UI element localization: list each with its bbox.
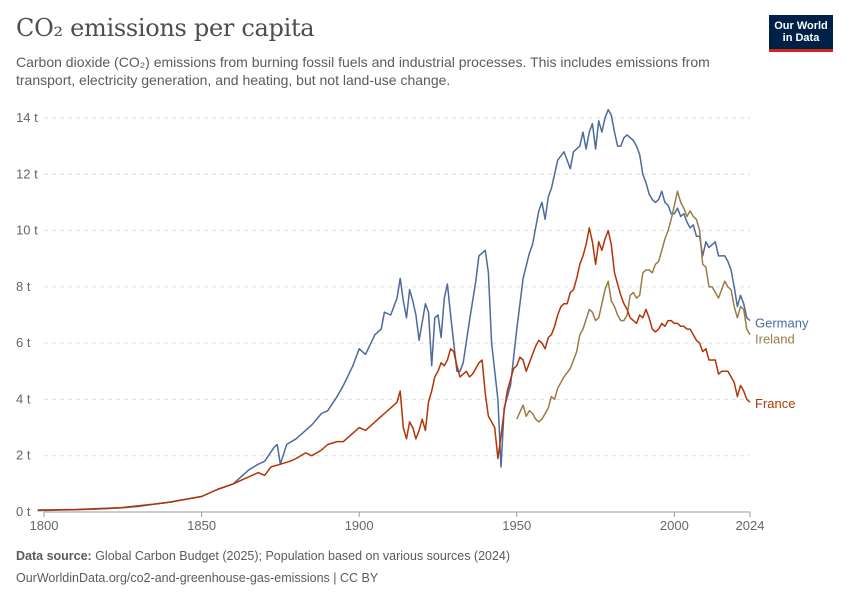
series-line-germany[interactable]	[37, 108, 751, 512]
grid-lines	[44, 117, 750, 457]
y-tick-label: 0 t	[16, 504, 31, 519]
y-tick-label: 12 t	[16, 166, 38, 181]
y-tick-label: 2 t	[16, 448, 31, 463]
line-chart: 0 t 2 t 4 t 6 t 8 t 10 t 12 t 14 t 1800 1850 1900…	[16, 108, 809, 533]
x-tick-label: 1800	[30, 518, 59, 533]
logo-line-1: Our World	[774, 20, 828, 32]
x-tick-label: 1850	[187, 518, 216, 533]
y-tick-label: 10 t	[16, 223, 38, 238]
y-tick-label: 6 t	[16, 335, 31, 350]
series-label-germany[interactable]: Germany	[755, 316, 809, 331]
x-tick-label: 2000	[660, 518, 689, 533]
owid-logo[interactable]: Our World in Data	[769, 15, 833, 52]
x-axis: 1800 1850 1900 1950 2000 2024	[30, 511, 765, 533]
x-tick-label: 1950	[502, 518, 531, 533]
series-line-ireland[interactable]	[516, 190, 751, 423]
series-line-france[interactable]	[37, 227, 751, 511]
chart-subtitle: Carbon dioxide (CO₂) emissions from burn…	[16, 54, 710, 88]
x-tick-label: 1900	[345, 518, 374, 533]
series-label-france[interactable]: France	[755, 396, 795, 411]
y-tick-label: 4 t	[16, 391, 31, 406]
data-source-line: Data source: Global Carbon Budget (2025)…	[16, 549, 510, 563]
y-axis-ticks: 0 t 2 t 4 t 6 t 8 t 10 t 12 t 14 t	[16, 110, 38, 519]
y-tick-label: 8 t	[16, 279, 31, 294]
y-tick-label: 14 t	[16, 110, 38, 125]
data-source-text: Global Carbon Budget (2025); Population …	[91, 549, 511, 563]
data-source-label: Data source:	[16, 549, 92, 563]
series-label-ireland[interactable]: Ireland	[755, 332, 795, 347]
source-url[interactable]: OurWorldinData.org/co2-and-greenhouse-ga…	[16, 571, 379, 585]
chart-title: CO₂ emissions per capita	[16, 14, 315, 42]
logo-line-2: in Data	[782, 32, 820, 44]
x-tick-label: 2024	[736, 518, 765, 533]
series-lines	[37, 108, 751, 512]
